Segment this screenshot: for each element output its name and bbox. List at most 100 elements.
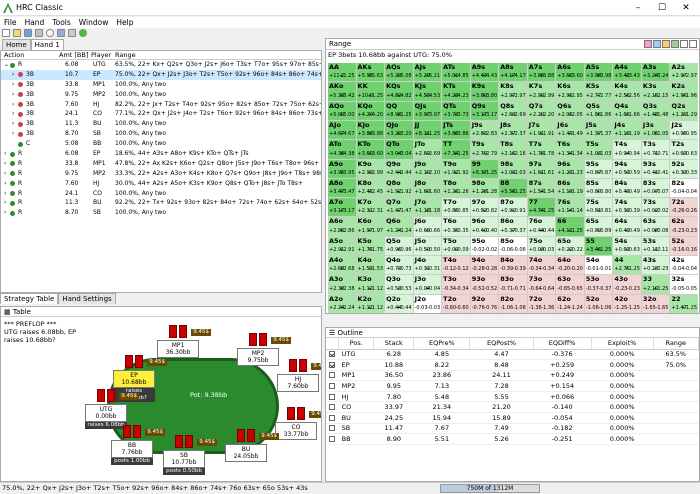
range-cell[interactable]: A2o +2.24 +2.24: [328, 294, 356, 313]
range-cell[interactable]: K4s +2.56 +2.56: [613, 82, 641, 101]
range-cell[interactable]: JTs +3.86 +3.86: [442, 120, 470, 140]
range-cell[interactable]: Q5s +1.86 +1.86: [584, 101, 613, 120]
tree-row[interactable]: › R 6.08 EP 18.6%, 44+ A3s+ A8o+ K9s+ KTo+ Q…: [1, 149, 321, 159]
range-cell[interactable]: 44 +2.75 +1.25: [613, 256, 641, 275]
tree-row[interactable]: C 5.08 BB 100.0%, Any two: [1, 139, 321, 149]
range-cell[interactable]: K7o +2.31 +2.31: [356, 198, 385, 217]
row-checkbox[interactable]: [329, 436, 336, 443]
outline-row[interactable]: UTG 6.28 4.85 4.47 -0.376 0.000% 63.5%: [326, 349, 699, 361]
range-cell[interactable]: 93s +0.41 +0.41: [641, 159, 670, 178]
minimize-button[interactable]: –: [635, 3, 641, 13]
range-cell[interactable]: 54o -0.01 -0.01: [584, 256, 613, 275]
range-cell[interactable]: J2s +0.95 +0.95: [670, 120, 698, 140]
range-cell[interactable]: QJo +3.20 +3.20: [385, 120, 413, 140]
range-cell[interactable]: KQs +4.82 +4.82: [385, 82, 413, 101]
menu-tools[interactable]: Tools: [52, 18, 71, 27]
range-cell[interactable]: T7s +1.78 +1.78: [527, 140, 556, 159]
tree-row[interactable]: › R 33.8 MP1 47.8%, 22+ Ax K2s+ K6o+ Q2s+ Q8…: [1, 159, 321, 169]
open-icon[interactable]: [13, 29, 21, 37]
range-cell[interactable]: K6o +1.97 +1.97: [356, 217, 385, 236]
tab-strategy-table[interactable]: Strategy Table: [0, 293, 59, 304]
range-cell[interactable]: T6o +0.35 +0.35: [442, 217, 470, 236]
range-cell[interactable]: A4s +3.43 +3.43: [613, 63, 641, 82]
expand-toggle-icon[interactable]: ›: [12, 130, 15, 138]
col-range[interactable]: Range: [115, 51, 136, 59]
range-cell[interactable]: JTo +2.69 +2.69: [413, 140, 442, 159]
expand-toggle-icon[interactable]: ›: [12, 100, 15, 108]
range-cell[interactable]: ATo +4.38 +4.38: [328, 140, 356, 159]
range-cell[interactable]: Q6o +1.24 +1.24: [385, 217, 413, 236]
range-cell[interactable]: 82o -1.06 -1.06: [499, 294, 527, 313]
menu-file[interactable]: File: [4, 18, 17, 27]
range-cell[interactable]: Q7s +2.20 +2.20: [527, 101, 556, 120]
tree-row[interactable]: › R 9.75 MP2 33.3%, 22+ A2s+ A3o+ K4s+ K8o+ …: [1, 169, 321, 179]
range-cell[interactable]: J7o +1.18 +1.18: [413, 198, 442, 217]
range-cell[interactable]: 95s +0.87 +0.87: [584, 159, 613, 178]
range-cell[interactable]: AKo +5.39 +5.42: [328, 82, 356, 101]
range-cell[interactable]: A7o +3.17 +3.17: [328, 198, 356, 217]
range-cell[interactable]: 52s -0.16 -0.16: [670, 236, 698, 256]
range-cell[interactable]: A9s +4.43 +4.43: [470, 63, 499, 82]
view-icon[interactable]: [644, 40, 652, 48]
range-cell[interactable]: T9o +1.92 +1.92: [442, 159, 470, 178]
expand-toggle-icon[interactable]: ›: [4, 209, 7, 217]
range-cell[interactable]: Q8s +2.69 +2.69: [499, 101, 527, 120]
range-cell[interactable]: 62s -0.23 -0.23: [670, 217, 698, 236]
tree-row[interactable]: › 3B 10.7 EP 75.0%, 22+ Qx+ J2s+ J3o+ T2s+ T…: [1, 69, 321, 80]
range-cell[interactable]: K4o +1.53 +1.53: [356, 256, 385, 275]
range-cell[interactable]: A5s +3.98 +3.98: [584, 63, 613, 82]
range-cell[interactable]: QTs +3.73 +3.73: [442, 101, 470, 120]
range-cell[interactable]: 93o -0.52 -0.52: [470, 275, 499, 294]
range-cell[interactable]: 75s +0.81 +0.81: [584, 198, 613, 217]
range-cell[interactable]: QQ +8.98 +1.25: [385, 101, 413, 120]
search-icon[interactable]: [46, 29, 54, 37]
range-cell[interactable]: 55 +3.46 +1.25: [584, 236, 613, 256]
tree-row[interactable]: › 3B 33.8 MP1 100.0%, Any two: [1, 80, 321, 90]
range-cell[interactable]: T4s +0.94 +0.94: [613, 140, 641, 159]
row-checkbox[interactable]: [329, 361, 336, 368]
outline-row[interactable]: MP1 36.50 23.86 24.11 +0.249 0.000%: [326, 370, 699, 382]
range-cell[interactable]: A8o +3.47 +3.47: [328, 178, 356, 198]
new-icon[interactable]: [2, 29, 10, 37]
range-cell[interactable]: 22 +1.47 +1.25: [670, 294, 698, 313]
tree-row[interactable]: › 3B 24.1 CO 77.1%, 22+ Qx+ J2s+ J4o+ T2s+ T…: [1, 109, 321, 119]
range-cell[interactable]: J5s +1.37 +1.37: [584, 120, 613, 140]
range-cell[interactable]: 84s +0.49 +0.49: [613, 178, 641, 198]
range-cell[interactable]: T8s +2.16 +2.16: [499, 140, 527, 159]
maximize-button[interactable]: ☐: [657, 3, 667, 13]
range-cell[interactable]: T2o -0.60 -0.60: [442, 294, 470, 313]
range-cell[interactable]: 92o -0.76 -0.76: [470, 294, 499, 313]
row-checkbox[interactable]: [329, 393, 336, 400]
range-cell[interactable]: K2o +1.12 +1.12: [356, 294, 385, 313]
layout-icon[interactable]: [653, 40, 661, 48]
color-icon[interactable]: [662, 40, 670, 48]
maximize-panel-icon[interactable]: [689, 40, 697, 48]
tree-row[interactable]: › R 8.70 SB 100.0%, Any two: [1, 208, 321, 218]
range-cell[interactable]: 75o +0.03 +0.03: [527, 236, 556, 256]
range-cell[interactable]: J5o +0.50 +0.50: [413, 236, 442, 256]
export-icon[interactable]: [671, 40, 679, 48]
outline-col-header[interactable]: Stack: [373, 338, 415, 350]
range-cell[interactable]: K5o +1.75 +1.75: [356, 236, 385, 256]
outline-col-header[interactable]: EQPost%: [469, 338, 534, 350]
range-cell[interactable]: K5s +2.77 +2.77: [584, 82, 613, 101]
range-cell[interactable]: 63s +0.08 +0.08: [641, 217, 670, 236]
grid-icon[interactable]: [57, 29, 65, 37]
range-cell[interactable]: 85o -0.06 -0.06: [499, 236, 527, 256]
range-cell[interactable]: KK +10.0 +1.25: [356, 82, 385, 101]
col-amt[interactable]: Amt [BB]: [59, 51, 89, 59]
tree-row[interactable]: › R 7.60 HJ 30.0%, 44+ A2s+ A5o+ K3s+ K9o+ Q…: [1, 179, 321, 189]
range-cell[interactable]: 76s +1.14 +1.14: [556, 198, 584, 217]
range-cell[interactable]: 54s +0.63 +0.63: [613, 236, 641, 256]
range-cell[interactable]: KTo +3.60 +3.60: [356, 140, 385, 159]
range-cell[interactable]: K3s +2.15 +2.15: [641, 82, 670, 101]
range-cell[interactable]: 96o +0.40 +0.40: [470, 217, 499, 236]
expand-toggle-icon[interactable]: ›: [4, 150, 7, 158]
row-checkbox[interactable]: [329, 383, 336, 390]
tab-hand-settings[interactable]: Hand Settings: [58, 293, 116, 304]
range-cell[interactable]: QJs +3.97 +3.97: [413, 101, 442, 120]
expand-toggle-icon[interactable]: ›: [12, 120, 15, 128]
run-icon[interactable]: [79, 29, 87, 37]
expand-toggle-icon[interactable]: ›: [4, 179, 7, 187]
range-cell[interactable]: T6s +1.34 +1.34: [556, 140, 584, 159]
